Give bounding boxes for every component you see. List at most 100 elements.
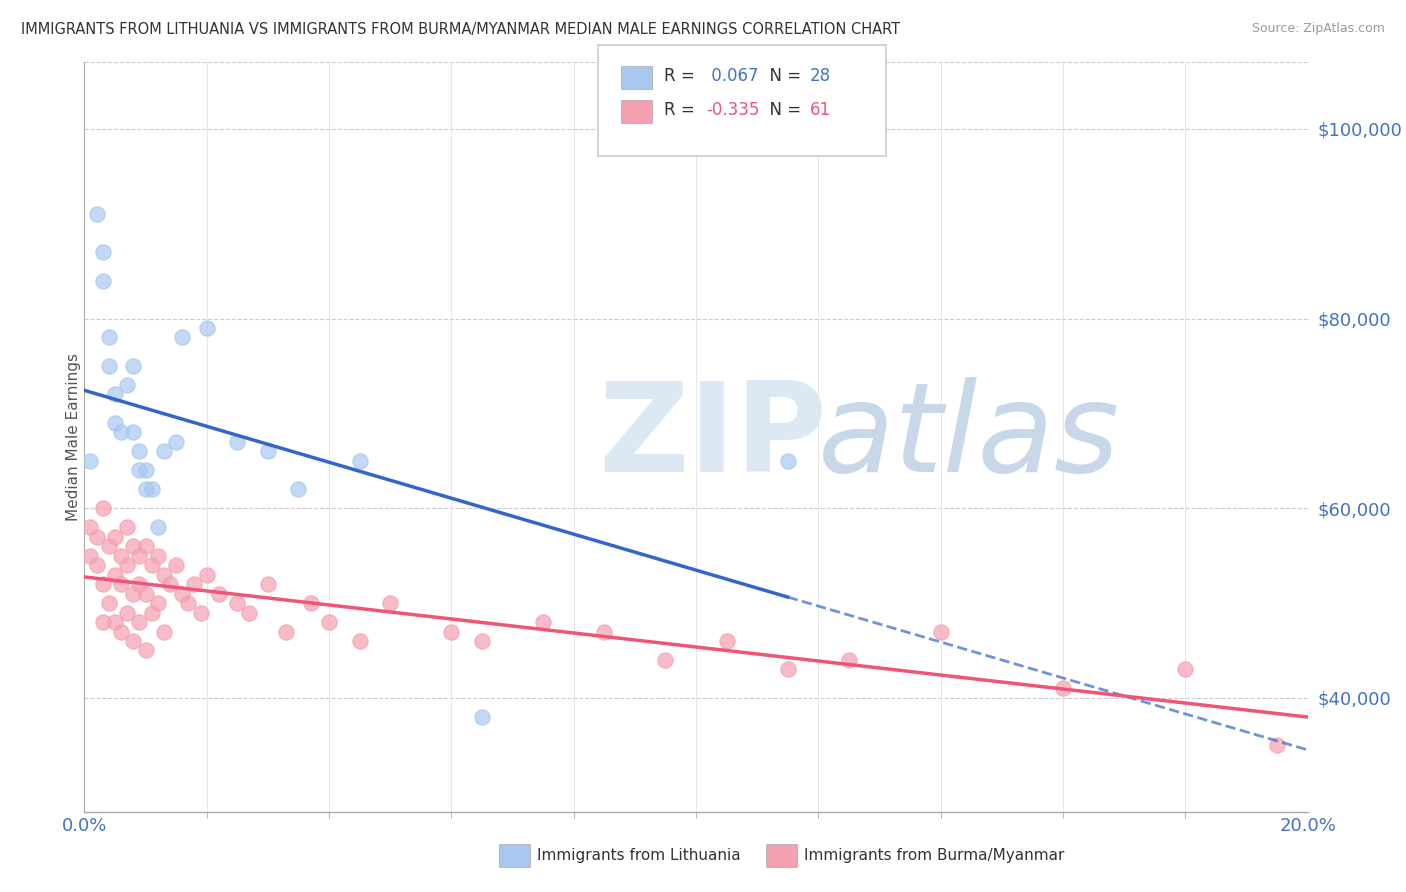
Point bbox=[146, 549, 169, 563]
Point bbox=[110, 425, 132, 440]
Point bbox=[91, 274, 114, 288]
Point bbox=[91, 615, 114, 629]
Point bbox=[440, 624, 463, 639]
Point bbox=[86, 530, 108, 544]
Point bbox=[1052, 681, 1074, 696]
Point bbox=[122, 586, 145, 600]
Point bbox=[716, 634, 738, 648]
Point bbox=[183, 577, 205, 591]
Point bbox=[1174, 663, 1197, 677]
Point bbox=[122, 634, 145, 648]
Point bbox=[380, 596, 402, 610]
Point bbox=[172, 586, 194, 600]
Point bbox=[91, 245, 114, 260]
Point bbox=[776, 663, 799, 677]
Point bbox=[195, 321, 218, 335]
Point bbox=[97, 539, 120, 553]
Point bbox=[97, 330, 120, 344]
Point bbox=[226, 434, 249, 449]
Point bbox=[104, 530, 127, 544]
Point bbox=[104, 416, 127, 430]
Text: Source: ZipAtlas.com: Source: ZipAtlas.com bbox=[1251, 22, 1385, 36]
Point bbox=[86, 558, 108, 573]
Point bbox=[128, 444, 150, 458]
Point bbox=[91, 577, 114, 591]
Point bbox=[177, 596, 200, 610]
Point bbox=[349, 634, 371, 648]
Point bbox=[471, 710, 494, 724]
Point bbox=[287, 482, 309, 496]
Point bbox=[257, 444, 280, 458]
Point bbox=[115, 558, 138, 573]
Point bbox=[141, 606, 163, 620]
Point bbox=[299, 596, 322, 610]
Point bbox=[79, 454, 101, 468]
Point bbox=[146, 596, 169, 610]
Point bbox=[115, 520, 138, 534]
Point bbox=[195, 567, 218, 582]
Point bbox=[135, 586, 157, 600]
Point bbox=[135, 463, 157, 477]
Point bbox=[128, 615, 150, 629]
Point bbox=[654, 653, 676, 667]
Point bbox=[838, 653, 860, 667]
Point bbox=[79, 549, 101, 563]
Text: Immigrants from Lithuania: Immigrants from Lithuania bbox=[537, 848, 741, 863]
Point bbox=[128, 463, 150, 477]
Point bbox=[97, 596, 120, 610]
Text: N =: N = bbox=[759, 67, 807, 85]
Point bbox=[128, 577, 150, 591]
Point bbox=[91, 501, 114, 516]
Point bbox=[128, 549, 150, 563]
Point bbox=[257, 577, 280, 591]
Point bbox=[776, 454, 799, 468]
Point bbox=[146, 520, 169, 534]
Point bbox=[135, 482, 157, 496]
Text: IMMIGRANTS FROM LITHUANIA VS IMMIGRANTS FROM BURMA/MYANMAR MEDIAN MALE EARNINGS : IMMIGRANTS FROM LITHUANIA VS IMMIGRANTS … bbox=[21, 22, 900, 37]
Point bbox=[115, 606, 138, 620]
Point bbox=[141, 482, 163, 496]
Point bbox=[86, 207, 108, 221]
Point bbox=[593, 624, 616, 639]
Point bbox=[165, 558, 187, 573]
Point bbox=[122, 425, 145, 440]
Point bbox=[110, 549, 132, 563]
Text: -0.335: -0.335 bbox=[706, 101, 759, 119]
Point bbox=[929, 624, 952, 639]
Text: 28: 28 bbox=[810, 67, 831, 85]
Point bbox=[115, 378, 138, 392]
Point bbox=[104, 567, 127, 582]
Point bbox=[153, 444, 176, 458]
Point bbox=[1265, 739, 1288, 753]
Point bbox=[165, 434, 187, 449]
Point bbox=[190, 606, 212, 620]
Point bbox=[104, 615, 127, 629]
Point bbox=[471, 634, 494, 648]
Text: atlas: atlas bbox=[818, 376, 1121, 498]
Point bbox=[238, 606, 260, 620]
Point bbox=[110, 624, 132, 639]
Text: ZIP: ZIP bbox=[598, 376, 827, 498]
Point bbox=[135, 539, 157, 553]
Text: 61: 61 bbox=[810, 101, 831, 119]
Point bbox=[172, 330, 194, 344]
Text: R =: R = bbox=[664, 67, 700, 85]
Point bbox=[141, 558, 163, 573]
Point bbox=[226, 596, 249, 610]
Point bbox=[110, 577, 132, 591]
Point bbox=[97, 359, 120, 373]
Point bbox=[208, 586, 231, 600]
Text: N =: N = bbox=[759, 101, 807, 119]
Point bbox=[79, 520, 101, 534]
Point bbox=[153, 567, 176, 582]
Text: R =: R = bbox=[664, 101, 700, 119]
Point bbox=[122, 359, 145, 373]
Point bbox=[104, 387, 127, 401]
Point bbox=[122, 539, 145, 553]
Point bbox=[159, 577, 181, 591]
Y-axis label: Median Male Earnings: Median Male Earnings bbox=[66, 353, 80, 521]
Point bbox=[135, 643, 157, 657]
Text: Immigrants from Burma/Myanmar: Immigrants from Burma/Myanmar bbox=[804, 848, 1064, 863]
Point bbox=[153, 624, 176, 639]
Point bbox=[349, 454, 371, 468]
